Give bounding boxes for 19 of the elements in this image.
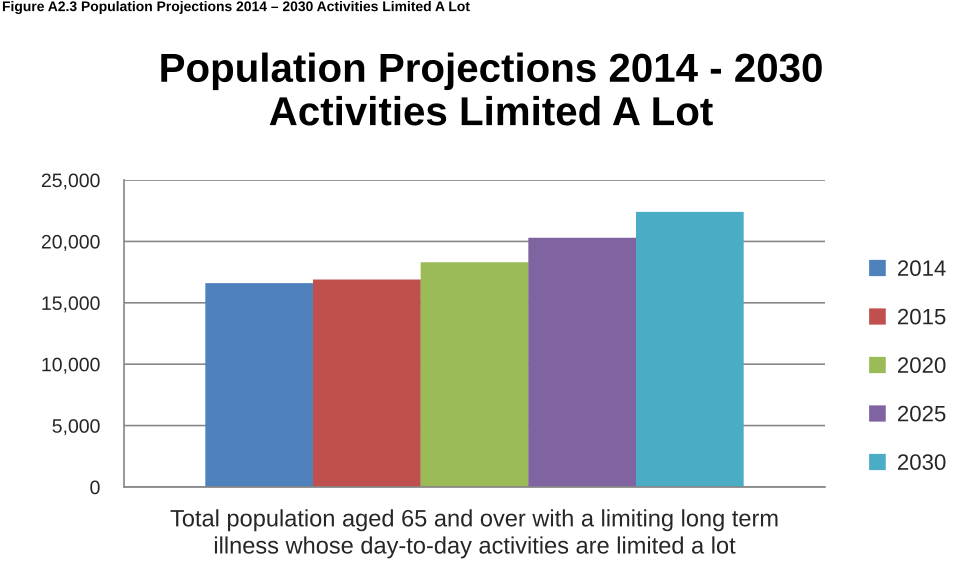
y-tick-label: 20,000 [42, 234, 100, 251]
legend-label: 2014 [898, 260, 946, 276]
y-tick-label: 5,000 [52, 419, 100, 436]
legend-label: 2015 [898, 308, 946, 324]
bar [636, 212, 744, 487]
x-tick-label: Total population aged 65 and over with a limiting long term illness whose day-to-day activities are limited a lot [170, 509, 778, 558]
y-tick-label: 0 [90, 480, 100, 494]
bar [528, 238, 636, 487]
legend-label: 2020 [898, 357, 946, 373]
bar [420, 262, 528, 487]
caption: Figure A2.3 Population Projections 2014 – 2030 Activities Limited A Lot [2, 1, 470, 14]
legend-label: 2025 [898, 406, 946, 422]
chart-title: Population Projections 2014 - 2030 Activities Limited A Lot [161, 52, 822, 126]
y-tick-label: 10,000 [42, 358, 100, 374]
bar [312, 279, 421, 487]
legend-label: 2030 [898, 454, 946, 470]
bar [205, 283, 313, 487]
y-tick-label: 15,000 [42, 296, 100, 312]
y-tick-label: 25,000 [42, 173, 100, 190]
